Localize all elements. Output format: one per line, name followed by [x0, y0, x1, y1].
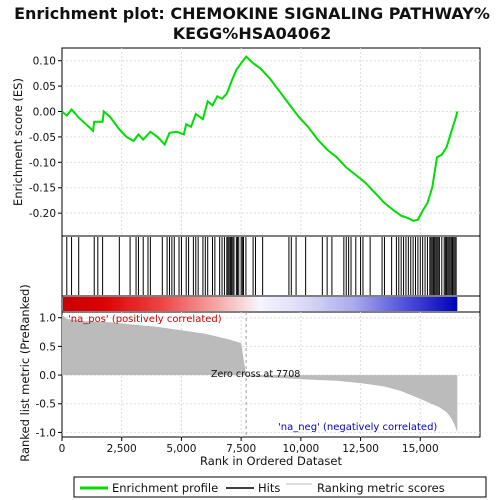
hit-marks — [66, 237, 457, 295]
es-y-tick-label: 0.00 — [33, 107, 56, 119]
x-axis-label: Rank in Ordered Dataset — [200, 454, 343, 468]
hits-panel-frame — [61, 235, 481, 297]
na-pos-label: 'na_pos' (positively correlated) — [68, 314, 222, 325]
rank-metric-panel: 1.0 0.5 0.0 -0.5 -1.0 'na_pos' (positively c… — [18, 284, 481, 462]
hits-panel — [61, 235, 481, 297]
rank-metric-y-tick-label: -1.0 — [36, 427, 57, 439]
legend-ranking-label: Ranking metric scores — [317, 481, 445, 495]
es-y-axis-label: Enrichment score (ES) — [11, 78, 25, 206]
es-y-tick-label: 0.05 — [33, 81, 56, 93]
x-axis-ticks: 0 2,500 5,000 7,500 10,000 12,500 15,000 — [59, 437, 439, 455]
x-axis-tick-label: 0 — [59, 443, 66, 455]
x-axis-tick-label: 12,500 — [342, 443, 379, 455]
x-axis-tick-label: 2,500 — [107, 443, 137, 455]
rank-colorbar-fill — [63, 297, 458, 311]
es-gridlines — [62, 48, 480, 236]
x-axis-tick-label: 7,500 — [226, 443, 256, 455]
es-y-ticks: 0.10 0.05 0.00 -0.05 -0.10 -0.15 -0.20 — [29, 56, 62, 220]
na-neg-label: 'na_neg' (negatively correlated) — [278, 422, 437, 433]
legend-hits-label: Hits — [258, 481, 280, 495]
es-panel: 0.10 0.05 0.00 -0.05 -0.10 -0.15 -0.20 Enrichm… — [11, 47, 481, 237]
rank-colorbar — [61, 295, 481, 313]
x-axis-tick-label: 10,000 — [282, 443, 319, 455]
chart-title-line1: Enrichment plot: CHEMOKINE SIGNALING PAT… — [14, 4, 490, 23]
chart-title-line2: KEGG%HSA04062 — [173, 24, 332, 43]
zero-cross-label: Zero cross at 7708 — [211, 369, 300, 380]
rank-metric-y-axis-label: Ranked list metric (PreRanked) — [18, 284, 32, 462]
x-axis-tick-label: 5,000 — [166, 443, 196, 455]
es-y-tick-label: -0.10 — [29, 157, 56, 169]
rank-metric-y-ticks: 1.0 0.5 0.0 -0.5 -1.0 — [36, 313, 62, 439]
legend: Enrichment profile Hits Ranking metric s… — [73, 476, 487, 498]
ranking-metric-area — [62, 314, 458, 433]
es-y-tick-label: -0.15 — [29, 183, 56, 195]
rank-metric-y-tick-label: 0.5 — [39, 341, 56, 353]
es-y-tick-label: -0.20 — [29, 208, 56, 220]
enrichment-profile-line — [61, 55, 459, 222]
legend-box — [73, 476, 487, 498]
x-axis-tick-label: 15,000 — [402, 443, 439, 455]
rank-metric-y-tick-label: 1.0 — [39, 313, 56, 325]
legend-enrichment-label: Enrichment profile — [112, 481, 218, 495]
es-y-tick-label: -0.05 — [29, 132, 56, 144]
es-y-tick-label: 0.10 — [33, 56, 56, 68]
rank-metric-y-tick-label: -0.5 — [36, 399, 57, 411]
rank-metric-y-tick-label: 0.0 — [39, 370, 56, 382]
es-panel-frame — [61, 47, 481, 237]
